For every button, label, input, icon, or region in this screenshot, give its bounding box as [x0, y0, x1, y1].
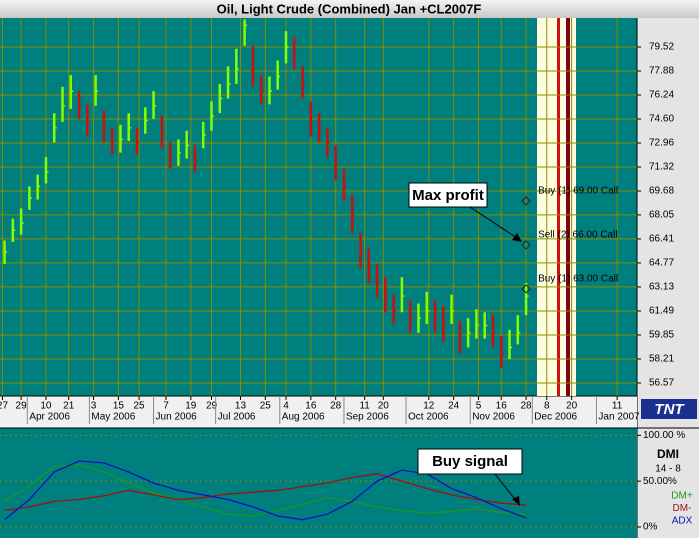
x-axis-band: [0, 396, 637, 428]
logo: TNT: [654, 401, 685, 418]
dmi-panel: [0, 428, 637, 538]
callout-box: [417, 448, 523, 475]
y-tick-label: 66.41: [649, 234, 674, 245]
callout-box: [408, 182, 488, 208]
y2-tick-label: 100.00 %: [643, 430, 685, 441]
y-tick-label: 63.13: [649, 282, 674, 293]
legend-entry: DM+: [671, 491, 693, 502]
x-tick-label: 20: [566, 401, 578, 412]
arrow-head: [512, 233, 522, 242]
annotation-label: Buy (1) 63.00 Call: [538, 273, 618, 284]
right-axis: [637, 18, 699, 538]
annotation-label: Sell (2) 66.00 Call: [538, 230, 617, 241]
x-tick-label: 29: [16, 401, 28, 412]
title-bar: [0, 0, 699, 18]
y-tick-label: 68.05: [649, 210, 674, 221]
legend-entry: ADX: [672, 516, 693, 527]
annotation-marker: [521, 284, 531, 294]
y2-tick-label: 0%: [643, 522, 658, 533]
x-tick-label: 15: [113, 401, 125, 412]
x-tick-label: 24: [448, 401, 460, 412]
month-label: Aug 2006: [282, 412, 325, 423]
y2-tick-label: 50.00%: [643, 476, 677, 487]
x-tick-label: 29: [206, 401, 218, 412]
month-label: Nov 2006: [472, 412, 515, 423]
y-tick-label: 79.52: [649, 42, 674, 53]
month-label: Oct 2006: [408, 412, 449, 423]
x-tick-label: 25: [260, 401, 272, 412]
y-tick-label: 61.49: [649, 306, 674, 317]
month-label: Dec 2006: [534, 412, 577, 423]
x-tick-label: 16: [496, 401, 508, 412]
band-line: [557, 18, 560, 396]
y-tick-label: 77.88: [649, 66, 674, 77]
y-tick-label: 72.96: [649, 138, 674, 149]
x-tick-label: 4: [283, 401, 289, 412]
indicator-callout: Buy signal: [432, 453, 508, 470]
band-line: [566, 18, 570, 396]
callout-arrow: [469, 206, 521, 241]
month-label: Jun 2006: [156, 412, 198, 423]
x-tick-label: 11: [359, 401, 370, 412]
callout: Max profit: [412, 187, 484, 204]
x-tick-label: 28: [521, 401, 533, 412]
y-tick-label: 74.60: [649, 114, 674, 125]
month-label: Apr 2006: [29, 412, 70, 423]
month-label: Sep 2006: [346, 412, 389, 423]
x-tick-label: 7: [163, 401, 169, 412]
x-tick-label: 3: [91, 401, 97, 412]
chart-title: Oil, Light Crude (Combined) Jan +CL2007F: [217, 1, 482, 16]
indicator-title: DMI: [657, 447, 679, 461]
month-label: Jul 2006: [218, 412, 256, 423]
indicator-line: [4, 473, 527, 512]
annotation-marker: [521, 240, 531, 250]
logo-box: [641, 399, 697, 419]
x-tick-label: 11: [612, 401, 623, 412]
legend-entry: DM-: [673, 503, 692, 514]
indicator-line: [4, 464, 527, 517]
band: [537, 18, 576, 396]
x-tick-label: 19: [185, 401, 197, 412]
arrow-head: [512, 496, 520, 506]
indicator-params: 14 - 8: [655, 464, 681, 475]
y-tick-label: 58.21: [649, 354, 674, 365]
y-tick-label: 69.68: [649, 186, 674, 197]
indicator-line: [4, 460, 527, 521]
x-tick-label: 20: [378, 401, 390, 412]
y-tick-label: 76.24: [649, 90, 674, 101]
annotation-label: Buy (1) 69.00 Call: [538, 186, 618, 197]
x-tick-label: 13: [235, 401, 247, 412]
x-tick-label: 21: [63, 401, 75, 412]
month-label: May 2006: [91, 412, 135, 423]
x-tick-label: 12: [423, 401, 435, 412]
x-tick-label: 5: [476, 401, 482, 412]
x-tick-label: 8: [544, 401, 550, 412]
y-tick-label: 56.57: [649, 378, 674, 389]
annotation-marker: [521, 196, 531, 206]
y-tick-label: 71.32: [649, 162, 674, 173]
x-tick-label: 10: [40, 401, 52, 412]
y-tick-label: 64.77: [649, 258, 674, 269]
expiry-band: [537, 18, 576, 396]
price-panel: [0, 18, 637, 396]
x-tick-label: 25: [134, 401, 146, 412]
x-tick-label: 27: [0, 401, 8, 412]
x-tick-label: 28: [330, 401, 342, 412]
month-label: Jan 2007: [598, 412, 640, 423]
y-tick-label: 59.85: [649, 330, 674, 341]
x-tick-label: 16: [305, 401, 317, 412]
